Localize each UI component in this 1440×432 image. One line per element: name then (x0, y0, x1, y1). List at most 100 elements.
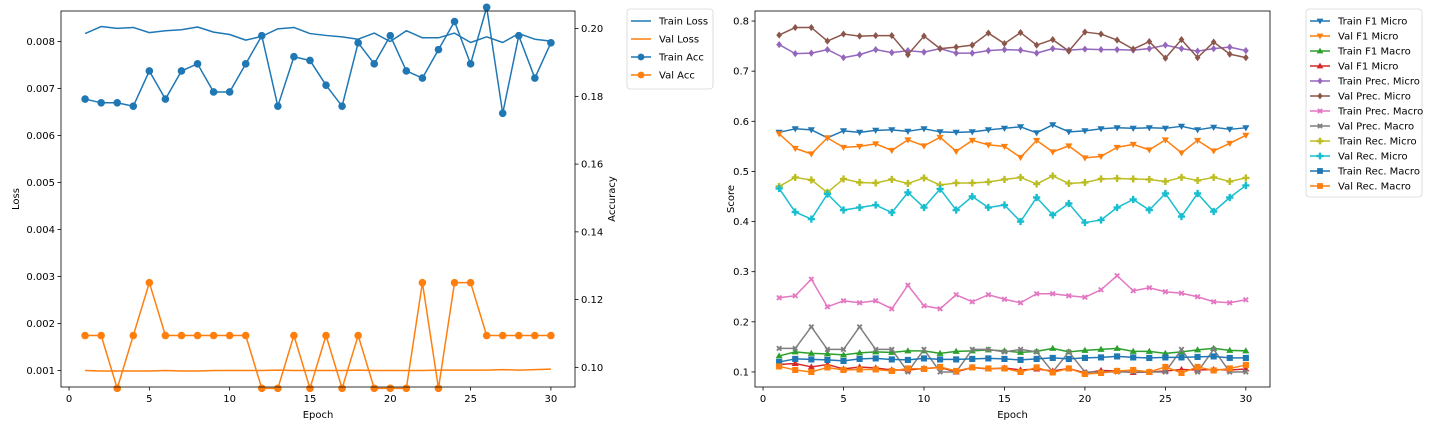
data-point (953, 291, 960, 298)
data-point (209, 88, 218, 96)
data-point (776, 345, 783, 352)
legend-box (1305, 8, 1423, 198)
series-train-acc (81, 3, 555, 118)
data-point (776, 358, 783, 365)
data-point (921, 346, 927, 353)
data-point (209, 331, 218, 340)
data-point (1161, 137, 1169, 144)
data-point (1017, 28, 1024, 37)
data-point (1033, 130, 1041, 137)
data-point (872, 297, 879, 304)
data-point (776, 363, 783, 370)
data-point (872, 348, 880, 355)
data-point (791, 359, 799, 366)
data-point (1082, 294, 1088, 301)
data-point (1194, 47, 1201, 55)
data-point (936, 349, 944, 356)
data-point (985, 291, 992, 298)
data-point (1194, 293, 1201, 300)
data-point (1001, 349, 1008, 355)
legend-label: Val Prec. Micro (1338, 92, 1411, 103)
legend-marker (1316, 18, 1324, 25)
plot-frame (754, 10, 1271, 388)
data-point (1177, 150, 1186, 157)
data-point (1146, 37, 1153, 46)
data-point (1146, 284, 1153, 291)
data-point (1081, 178, 1089, 187)
data-point (905, 282, 911, 289)
data-point (856, 178, 864, 187)
legend-marker (1317, 123, 1323, 129)
data-point (1242, 354, 1249, 361)
data-point (1000, 175, 1009, 184)
data-point (1210, 124, 1218, 131)
data-point (1033, 180, 1041, 188)
data-point (1177, 173, 1186, 182)
y2-tick-label: 0.14 (581, 227, 603, 238)
data-point (968, 129, 976, 136)
data-point (145, 278, 154, 287)
data-point (1130, 287, 1137, 294)
data-point (1178, 290, 1185, 297)
data-point (1113, 174, 1121, 183)
y-tick-label: 0.5 (733, 167, 749, 178)
data-point (937, 356, 944, 363)
data-point (888, 49, 895, 57)
data-point (1242, 174, 1250, 182)
data-point (1081, 346, 1089, 353)
data-point (1129, 141, 1137, 148)
y-tick-label: 0.003 (26, 272, 55, 283)
y2-tick-label: 0.10 (581, 363, 603, 374)
data-point (823, 190, 832, 198)
data-point (953, 367, 960, 375)
data-point (872, 179, 880, 187)
x-tick-label: 0 (66, 394, 72, 405)
data-point (1049, 344, 1057, 351)
data-point (1162, 354, 1169, 361)
chart-panel-2: 0 5 10 15 20 25 30 0.1 0.2 0.3 0.4 0.5 0.6 0.7 0.8 Epoc… (726, 8, 1423, 421)
data-point (839, 175, 848, 183)
legend-label: Val Rec. Macro (1338, 182, 1411, 193)
data-point (936, 134, 944, 141)
data-point (1000, 201, 1009, 209)
data-point (872, 31, 879, 40)
data-point (921, 302, 927, 309)
data-point (1049, 35, 1056, 44)
data-point (1114, 367, 1121, 375)
data-point (97, 98, 105, 107)
data-point (1210, 353, 1217, 360)
data-point (450, 278, 459, 287)
series-line (85, 281, 551, 390)
data-point (1130, 354, 1137, 361)
data-point (1097, 216, 1105, 224)
series-line (84, 6, 552, 115)
data-point (856, 203, 864, 212)
data-point (888, 208, 896, 217)
data-point (969, 355, 976, 362)
data-point (1242, 132, 1250, 139)
series-val-f1-micro (775, 131, 1250, 162)
data-point (936, 185, 944, 193)
data-point (1016, 124, 1025, 131)
data-point (1161, 177, 1169, 186)
data-point (177, 331, 186, 340)
legend-box (626, 8, 714, 90)
data-point (984, 142, 992, 149)
data-point (969, 298, 976, 305)
data-point (1113, 344, 1121, 351)
data-point (1162, 363, 1169, 371)
data-point (904, 128, 912, 135)
data-point (1194, 369, 1201, 375)
data-point (1033, 137, 1041, 144)
series-val-loss (85, 368, 551, 372)
data-point (840, 366, 847, 374)
series-train-f1-micro (775, 122, 1250, 142)
legend-marker (1317, 77, 1323, 85)
y-tick-label: 0.007 (26, 84, 55, 95)
plot-area (755, 11, 1270, 387)
data-point (1129, 195, 1137, 204)
legend-label: Train Rec. Macro (1337, 167, 1420, 178)
data-point (1017, 356, 1024, 363)
data-point (1242, 347, 1250, 354)
data-point (808, 356, 815, 363)
